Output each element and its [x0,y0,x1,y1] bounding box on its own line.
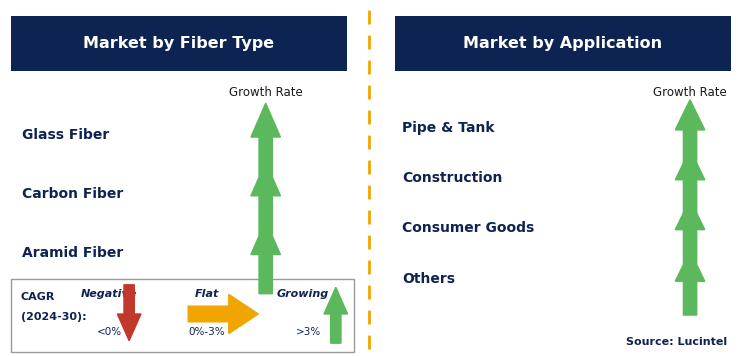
FancyBboxPatch shape [395,16,731,71]
Text: 0%-3%: 0%-3% [188,327,225,337]
Polygon shape [117,285,141,341]
Text: Consumer Goods: Consumer Goods [402,221,534,235]
Polygon shape [675,150,705,214]
Text: Negative: Negative [81,289,137,299]
Text: Source: Lucintel: Source: Lucintel [626,337,727,347]
Text: Construction: Construction [402,171,503,185]
Text: Glass Fiber: Glass Fiber [22,128,109,142]
Text: Growing: Growing [277,289,328,299]
Polygon shape [251,221,280,294]
Polygon shape [251,162,280,235]
Text: Flat: Flat [194,289,219,299]
Polygon shape [251,103,280,176]
Polygon shape [675,100,705,164]
Polygon shape [675,199,705,263]
Text: Others: Others [402,272,455,287]
Text: Market by Application: Market by Application [463,36,662,51]
FancyBboxPatch shape [11,16,347,71]
Text: Growth Rate: Growth Rate [229,86,303,99]
Text: <0%: <0% [97,327,122,337]
Text: Market by Fiber Type: Market by Fiber Type [83,36,275,51]
Polygon shape [675,251,705,315]
Text: (2024-30):: (2024-30): [21,312,86,322]
Text: Pipe & Tank: Pipe & Tank [402,121,494,135]
Polygon shape [188,294,258,334]
Polygon shape [324,287,348,343]
Text: Aramid Fiber: Aramid Fiber [22,246,123,260]
Text: Carbon Fiber: Carbon Fiber [22,187,123,201]
Text: Growth Rate: Growth Rate [653,86,727,99]
Text: CAGR: CAGR [21,292,55,302]
FancyBboxPatch shape [11,279,354,352]
Text: >3%: >3% [296,327,321,337]
